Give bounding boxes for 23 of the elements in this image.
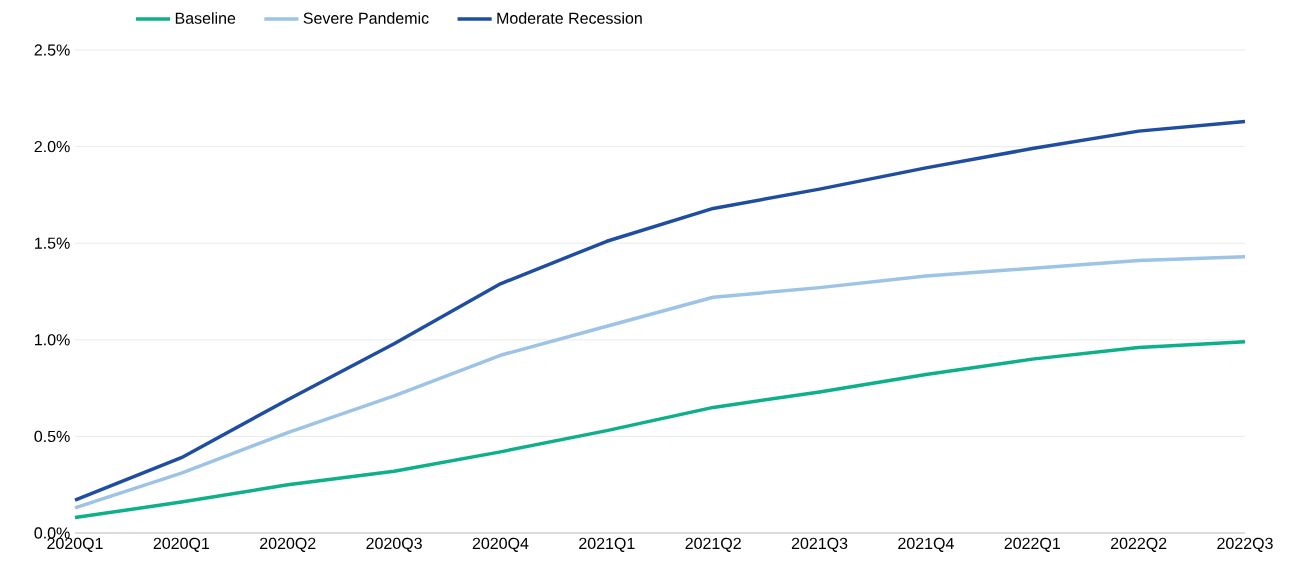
y-tick-label: 2.5%	[34, 44, 70, 56]
y-tick-label: 0.5%	[34, 430, 70, 443]
y-tick-label: 2.0%	[34, 140, 70, 153]
legend-label: Severe Pandemic	[303, 12, 429, 24]
y-tick-label: 1.0%	[35, 334, 70, 346]
x-tick-label: 2020Q3	[366, 537, 422, 552]
x-tick-label: 2021Q4	[898, 537, 954, 552]
x-tick-label: 2020Q1	[153, 537, 210, 552]
x-tick-label: 2021Q3	[791, 537, 848, 552]
line-series	[73, 119, 1247, 502]
x-tick-label: 2022Q1	[1004, 537, 1060, 552]
x-tick-label: 2020Q2	[260, 537, 316, 552]
line-series	[73, 339, 1247, 520]
x-tick-label: 2020Q1	[47, 537, 103, 552]
x-tick-label: 2021Q1	[579, 537, 635, 552]
legend-label: Baseline	[175, 12, 236, 24]
x-tick-label: 2022Q3	[1217, 537, 1273, 552]
x-tick-label: 2020Q4	[472, 537, 529, 552]
x-tick-label: 2022Q2	[1110, 537, 1167, 552]
y-tick-label: 1.5%	[35, 237, 70, 249]
legend-label: Moderate Recession	[497, 12, 642, 24]
y-tick-label: 0.0%	[34, 527, 70, 539]
x-tick-label: 2021Q2	[685, 537, 741, 552]
